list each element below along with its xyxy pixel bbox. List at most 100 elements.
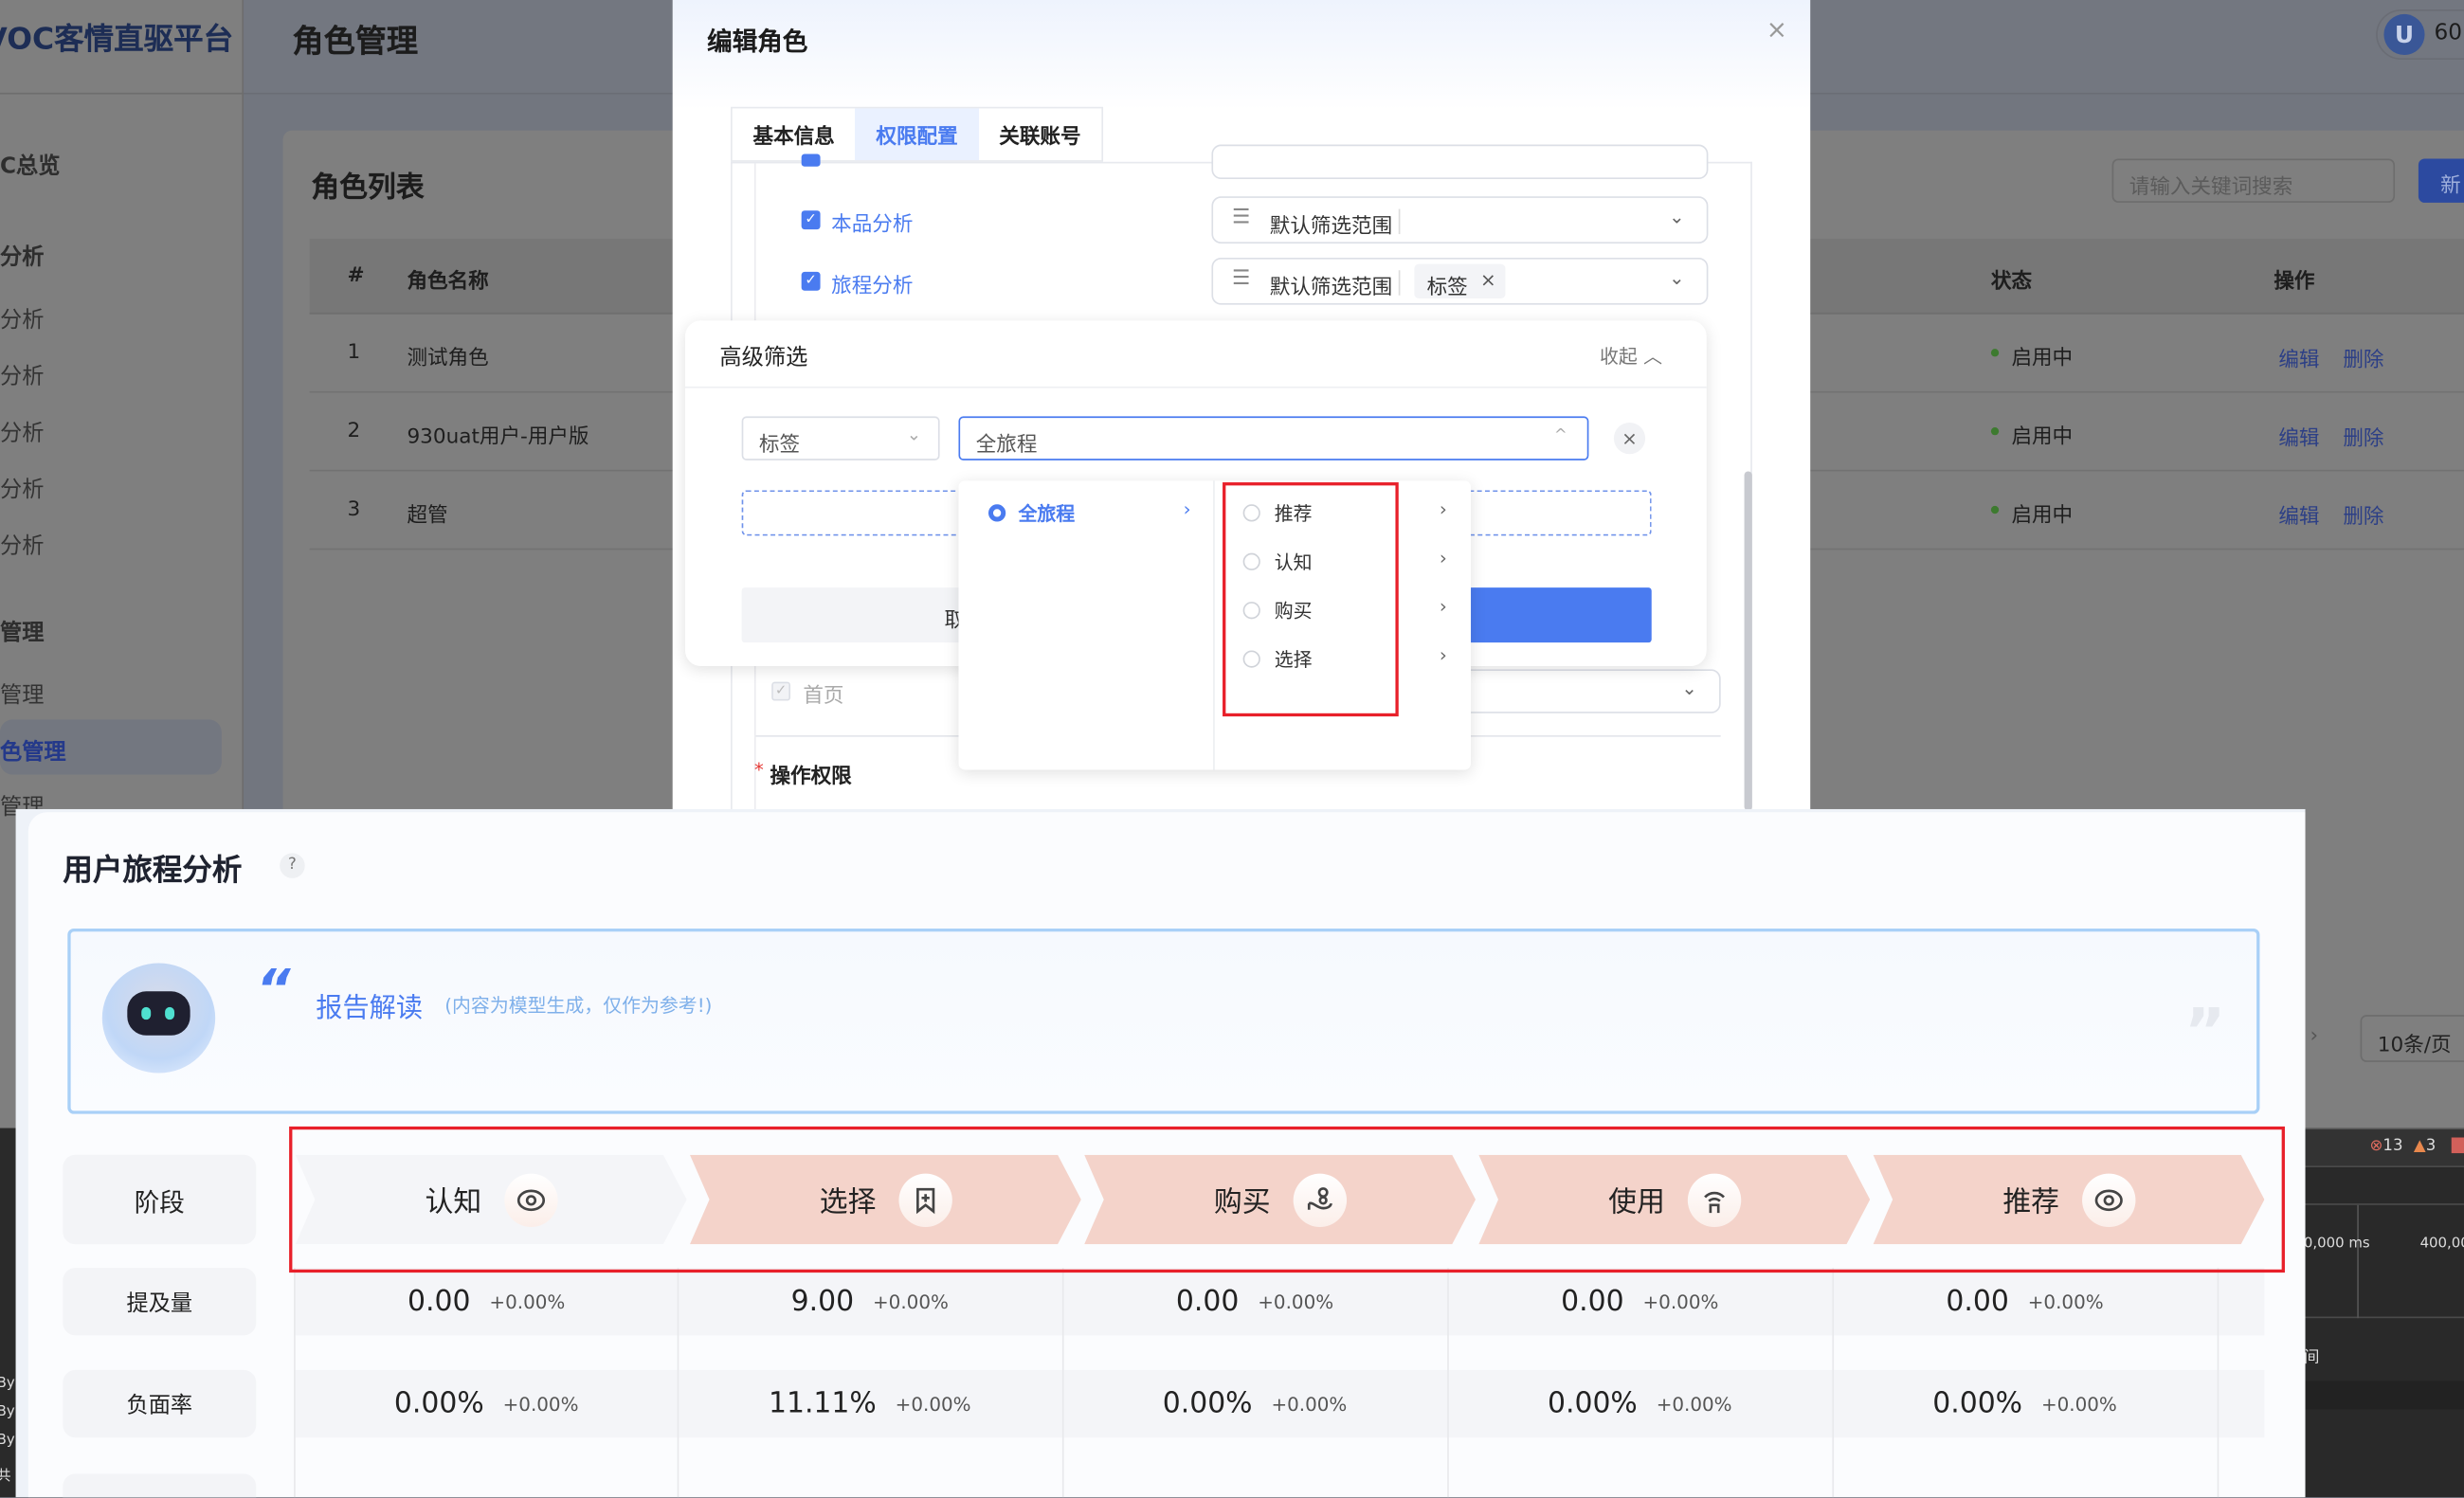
journey-analysis-panel: 用户旅程分析 ? “ 报告解读 (内容为模型生成，仅作为参考!) ” 阶段 提及… — [27, 812, 2306, 1498]
negative-value: 0.00% — [1547, 1387, 1638, 1420]
checkbox-product-analysis[interactable]: ✓ — [801, 210, 821, 230]
stage-2[interactable]: 购买 — [1084, 1154, 1477, 1245]
negative-delta: +0.00% — [1656, 1392, 1732, 1416]
report-note: (内容为模型生成，仅作为参考!) — [444, 994, 713, 1017]
signal-door-icon — [1687, 1172, 1741, 1227]
column-divider — [1061, 1268, 1064, 1498]
sidebar-group-analysis[interactable]: 分析 — [0, 244, 45, 271]
cascader-option[interactable]: 认知 › — [1215, 542, 1471, 580]
delete-link[interactable]: 删除 — [2343, 427, 2384, 451]
required-mark: * — [753, 758, 764, 782]
error-count[interactable]: ⊗13 — [2369, 1137, 2403, 1155]
edit-link[interactable]: 编辑 — [2278, 349, 2320, 372]
chevron-down-icon: ⌄ — [1668, 266, 1685, 290]
sidebar-item-role-management[interactable]: 色管理 — [0, 719, 222, 775]
negative-rate-cell: 0.00% +0.00% — [1832, 1370, 2217, 1437]
scope-select-cut[interactable] — [1211, 144, 1709, 180]
remove-condition-icon[interactable]: × — [1613, 423, 1646, 455]
tab-basic-info[interactable]: 基本信息 — [752, 125, 835, 150]
quote-open-icon: “ — [256, 958, 291, 1021]
next-page-icon[interactable]: › — [2310, 1024, 2319, 1048]
new-role-button[interactable]: 新 — [2418, 158, 2464, 203]
close-icon[interactable]: × — [1766, 13, 1788, 45]
sidebar-item[interactable]: 分析 — [0, 307, 45, 334]
sidebar-item[interactable]: 分析 — [0, 533, 45, 560]
negative-rate-cell: 0.00% +0.00% — [1447, 1370, 1832, 1437]
scope-label: 默认筛选范围 — [1269, 276, 1393, 300]
permission-label: 首页 — [803, 684, 844, 709]
mentions-delta: +0.00% — [489, 1290, 566, 1313]
logo: VOC客情直驱平台 — [0, 22, 234, 57]
collapse-button[interactable]: 收起 ︿ — [1600, 345, 1663, 369]
scope-select-product[interactable]: ☰ 默认筛选范围 ⌄ — [1211, 196, 1709, 244]
chevron-right-icon: › — [1183, 497, 1191, 520]
column-divider — [2217, 1268, 2219, 1498]
sidebar-item[interactable]: 分析 — [0, 364, 45, 390]
user-menu[interactable]: U 60 — [2376, 9, 2464, 61]
tag-label: 标签 — [1426, 276, 1468, 300]
stage-4[interactable]: 推荐 — [1873, 1154, 2265, 1245]
modal-tabs: 基本信息 权限配置 关联账号 — [731, 106, 1104, 162]
stage-3[interactable]: 使用 — [1478, 1154, 1871, 1245]
edit-link[interactable]: 编辑 — [2278, 505, 2320, 530]
status-dot-icon — [1990, 349, 2000, 357]
negative-value: 0.00% — [1162, 1387, 1253, 1420]
chevron-up-icon: ^ — [1553, 427, 1567, 445]
edit-link[interactable]: 编辑 — [2278, 427, 2320, 451]
status-dot-icon — [1990, 505, 2000, 514]
tab-permissions[interactable]: 权限配置 — [855, 108, 979, 161]
eye-icon — [503, 1172, 557, 1227]
search-placeholder: 请输入关键词搜索 — [2129, 175, 2293, 200]
negative-rate-cell: 11.11% +0.00% — [678, 1370, 1062, 1437]
scrollbar[interactable] — [1744, 471, 1752, 811]
checkbox-home[interactable]: ✓ — [771, 681, 791, 701]
option-label: 认知 — [1274, 551, 1313, 574]
devtools-panel: ⊗13 ▲3 0,000 ms 400,000 间 — [2303, 1128, 2464, 1498]
cascader-option[interactable]: 购买 › — [1215, 590, 1471, 628]
help-icon[interactable]: ? — [280, 853, 305, 878]
sidebar-group-system[interactable]: 管理 — [0, 620, 45, 646]
sidebar-item[interactable]: 分析 — [0, 421, 45, 446]
delete-link[interactable]: 删除 — [2343, 349, 2384, 372]
sidebar-item[interactable]: 分析 — [0, 478, 45, 503]
cascader-option[interactable]: 推荐 › — [1215, 494, 1471, 532]
scope-select-journey[interactable]: ☰ 默认筛选范围 标签 × ⌄ — [1211, 257, 1709, 305]
timeline-tick: 0,000 ms — [2303, 1236, 2370, 1253]
option-label: 选择 — [1274, 648, 1313, 672]
mentions-cell: 0.00 +0.00% — [1832, 1268, 2217, 1335]
filter-field-select[interactable]: 标签 ⌄ — [741, 416, 940, 460]
cascader-option-all-journey[interactable]: 全旅程 › — [958, 494, 1213, 532]
row-label-mentions: 提及量 — [63, 1268, 257, 1336]
filter-value-cascader[interactable]: 全旅程 ^ — [958, 416, 1589, 460]
warning-count[interactable]: ▲3 — [2413, 1137, 2437, 1155]
mentions-delta: +0.00% — [1258, 1290, 1334, 1313]
stage-name: 购买 — [1213, 1185, 1271, 1218]
tab-linked-accounts[interactable]: 关联账号 — [999, 125, 1081, 150]
scope-tag: 标签 × — [1414, 263, 1506, 300]
mentions-cell: 0.00 +0.00% — [294, 1268, 679, 1335]
stage-1[interactable]: 选择 — [689, 1154, 1081, 1245]
sidebar-item-overview[interactable]: C总览 — [0, 153, 61, 180]
report-box: “ 报告解读 (内容为模型生成，仅作为参考!) ” — [67, 928, 2260, 1114]
radio-icon — [1242, 552, 1260, 570]
status-badge: 启用中 — [2011, 425, 2074, 450]
checkbox-journey-analysis[interactable]: ✓ — [801, 271, 821, 291]
delete-link[interactable]: 删除 — [2343, 505, 2384, 530]
sidebar-item-user-management[interactable]: 管理 — [0, 683, 45, 709]
negative-delta: +0.00% — [2040, 1392, 2117, 1416]
message-icon — [2451, 1137, 2464, 1154]
highlight-box — [289, 1126, 2285, 1273]
page-size-select[interactable]: 10条/页 — [2360, 1015, 2464, 1062]
search-input[interactable]: 请输入关键词搜索 — [2111, 158, 2396, 203]
mentions-value: 0.00 — [1561, 1285, 1624, 1319]
column-divider — [1447, 1268, 1449, 1498]
stage-0[interactable]: 认知 — [295, 1154, 687, 1245]
sidebar-item-label: 色管理 — [0, 739, 66, 766]
tag-close-icon[interactable]: × — [1479, 268, 1496, 291]
avatar: U — [2383, 13, 2425, 56]
row-index: 1 — [347, 340, 361, 365]
negative-value: 0.00% — [393, 1387, 484, 1420]
quote-close-icon: ” — [2183, 996, 2226, 1069]
cascader-option[interactable]: 选择 › — [1215, 640, 1471, 677]
error-icon: ⊗ — [2369, 1137, 2383, 1155]
